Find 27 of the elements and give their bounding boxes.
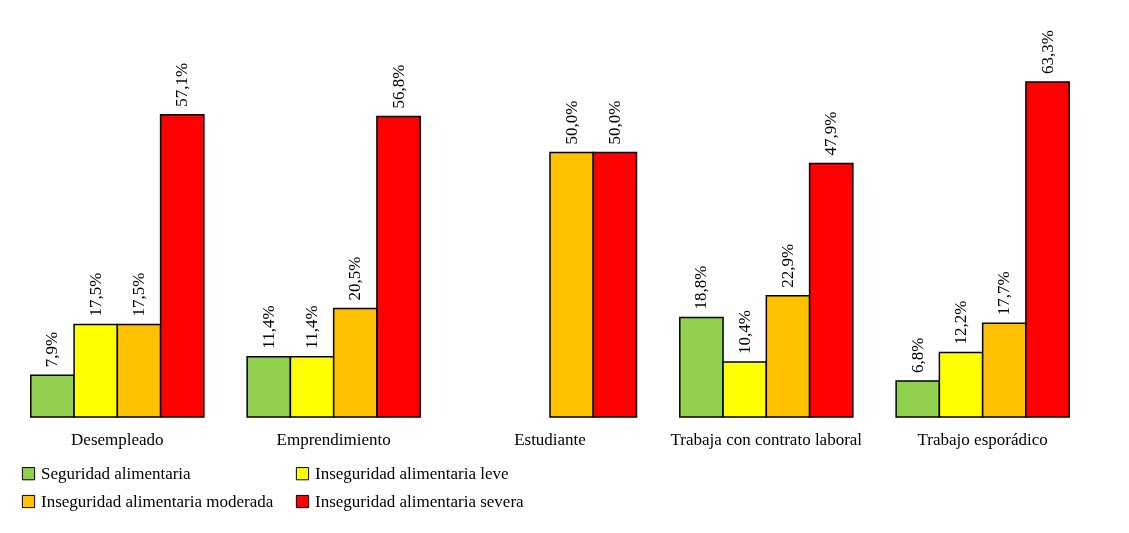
data-label: 57,1% — [172, 62, 192, 107]
data-label: 11,4% — [302, 305, 322, 349]
data-label: 17,5% — [128, 272, 148, 317]
legend-label: Inseguridad alimentaria severa — [315, 491, 525, 511]
data-label: 6,8% — [907, 337, 927, 374]
x-tick-label: Trabajo esporádico — [917, 429, 1048, 449]
x-tick-label: Estudiante — [514, 429, 586, 449]
data-label: 22,9% — [777, 243, 797, 288]
data-label: 17,7% — [994, 271, 1014, 316]
data-label: 10,4% — [734, 310, 754, 354]
data-label: 11,4% — [258, 305, 278, 349]
legend-label: Inseguridad alimentaria moderada — [41, 491, 274, 511]
legend-label: Inseguridad alimentaria leve — [315, 463, 509, 483]
legend-label: Seguridad alimentaria — [41, 463, 192, 483]
data-label: 18,8% — [691, 265, 711, 310]
data-label: 20,5% — [345, 256, 365, 301]
data-label: 47,9% — [821, 111, 841, 156]
data-label: 50,0% — [604, 100, 624, 145]
x-tick-label: Desempleado — [71, 429, 164, 449]
x-tick-label: Emprendimiento — [276, 429, 391, 449]
data-label: 17,5% — [85, 272, 105, 317]
data-label: 12,2% — [951, 300, 971, 345]
data-label: 7,9% — [42, 331, 62, 368]
x-tick-label: Trabaja con contrato laboral — [670, 429, 863, 449]
data-label: 50,0% — [561, 100, 581, 145]
data-label: 56,8% — [388, 64, 408, 109]
data-label: 63,3% — [1037, 30, 1057, 74]
